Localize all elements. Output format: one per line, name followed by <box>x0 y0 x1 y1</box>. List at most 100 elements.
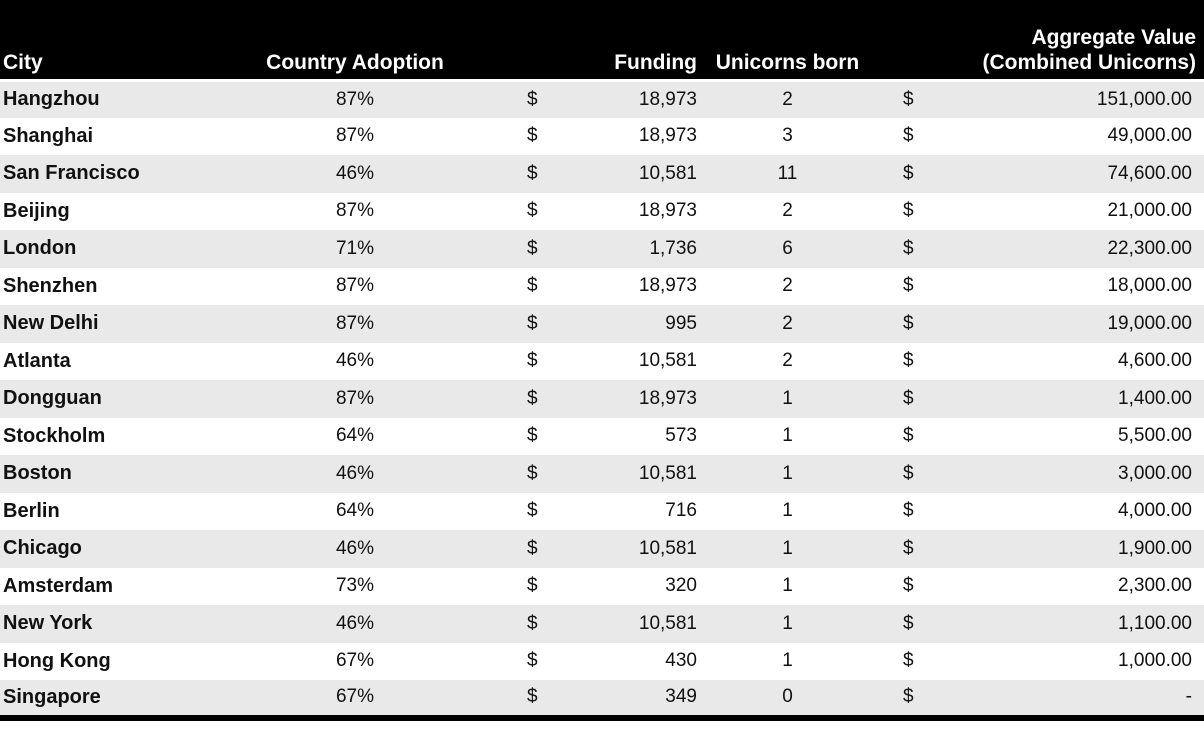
header-row: City Country Adoption Funding Unicorns b… <box>0 0 1204 82</box>
table-row: Hong Kong 67% $ 430 1 $ 1,000.00 <box>0 642 1204 680</box>
table-row: Chicago 46% $ 10,581 1 $ 1,900.00 <box>0 530 1204 568</box>
unicorns-born-cell: 3 <box>705 117 870 155</box>
table-row: Boston 46% $ 10,581 1 $ 3,000.00 <box>0 455 1204 493</box>
funding-cell: $ 18,973 <box>495 117 705 155</box>
adoption-cell: 46% <box>215 530 495 568</box>
funding-value: 573 <box>665 425 697 447</box>
city-cell: Amsterdam <box>0 567 215 605</box>
funding-value: 10,581 <box>638 350 697 372</box>
unicorn-cities-table: City Country Adoption Funding Unicorns b… <box>0 0 1204 721</box>
adoption-cell: 64% <box>215 492 495 530</box>
currency-symbol: $ <box>527 200 538 222</box>
currency-symbol: $ <box>903 500 914 522</box>
currency-symbol: $ <box>527 88 538 110</box>
unicorns-born-cell: 11 <box>705 155 870 193</box>
funding-value: 430 <box>665 650 697 672</box>
currency-symbol: $ <box>903 200 914 222</box>
funding-cell: $ 430 <box>495 642 705 680</box>
currency-symbol: $ <box>903 350 914 372</box>
adoption-cell: 87% <box>215 80 495 118</box>
aggregate-header-line1: Aggregate Value <box>1031 25 1196 49</box>
adoption-cell: 87% <box>215 192 495 230</box>
aggregate-value: 18,000.00 <box>1107 275 1192 297</box>
funding-cell: $ 10,581 <box>495 155 705 193</box>
aggregate-value-cell: $ 5,500.00 <box>870 417 1204 455</box>
funding-value: 10,581 <box>638 162 697 184</box>
unicorns-born-cell: 1 <box>705 605 870 643</box>
funding-cell: $ 10,581 <box>495 530 705 568</box>
aggregate-value-cell: $ 49,000.00 <box>870 117 1204 155</box>
currency-symbol: $ <box>527 312 538 334</box>
funding-cell: $ 10,581 <box>495 455 705 493</box>
aggregate-value: 1,400.00 <box>1118 387 1192 409</box>
funding-value: 10,581 <box>638 537 697 559</box>
city-cell: Singapore <box>0 680 215 718</box>
currency-symbol: $ <box>527 425 538 447</box>
funding-cell: $ 573 <box>495 417 705 455</box>
funding-value: 10,581 <box>638 462 697 484</box>
adoption-cell: 67% <box>215 680 495 718</box>
unicorns-born-cell: 2 <box>705 80 870 118</box>
funding-value: 320 <box>665 575 697 597</box>
table-row: Stockholm 64% $ 573 1 $ 5,500.00 <box>0 417 1204 455</box>
adoption-cell: 87% <box>215 267 495 305</box>
currency-symbol: $ <box>527 387 538 409</box>
column-header-city: City <box>0 0 215 82</box>
unicorns-born-cell: 1 <box>705 455 870 493</box>
aggregate-value-cell: $ 22,300.00 <box>870 230 1204 268</box>
column-header-funding: Funding <box>495 0 705 82</box>
city-cell: Shanghai <box>0 117 215 155</box>
currency-symbol: $ <box>903 537 914 559</box>
currency-symbol: $ <box>903 425 914 447</box>
aggregate-value: 1,100.00 <box>1118 612 1192 634</box>
currency-symbol: $ <box>527 125 538 147</box>
aggregate-value-cell: $ 4,000.00 <box>870 492 1204 530</box>
currency-symbol: $ <box>527 162 538 184</box>
funding-cell: $ 349 <box>495 680 705 718</box>
funding-value: 995 <box>665 312 697 334</box>
currency-symbol: $ <box>527 612 538 634</box>
adoption-cell: 46% <box>215 342 495 380</box>
city-cell: Atlanta <box>0 342 215 380</box>
currency-symbol: $ <box>903 612 914 634</box>
aggregate-value: 4,600.00 <box>1118 350 1192 372</box>
funding-cell: $ 18,973 <box>495 267 705 305</box>
aggregate-value-cell: $ 74,600.00 <box>870 155 1204 193</box>
table-row: Berlin 64% $ 716 1 $ 4,000.00 <box>0 492 1204 530</box>
funding-cell: $ 716 <box>495 492 705 530</box>
funding-cell: $ 10,581 <box>495 605 705 643</box>
adoption-cell: 46% <box>215 605 495 643</box>
table-row: San Francisco 46% $ 10,581 11 $ 74,600.0… <box>0 155 1204 193</box>
adoption-cell: 87% <box>215 117 495 155</box>
table-row: Hangzhou 87% $ 18,973 2 $ 151,000.00 <box>0 80 1204 118</box>
currency-symbol: $ <box>903 686 914 708</box>
table-row: Shenzhen 87% $ 18,973 2 $ 18,000.00 <box>0 267 1204 305</box>
aggregate-value-cell: $ 18,000.00 <box>870 267 1204 305</box>
aggregate-value-cell: $ 1,100.00 <box>870 605 1204 643</box>
currency-symbol: $ <box>527 537 538 559</box>
table-row: Beijing 87% $ 18,973 2 $ 21,000.00 <box>0 192 1204 230</box>
unicorns-born-cell: 1 <box>705 567 870 605</box>
table-row: Atlanta 46% $ 10,581 2 $ 4,600.00 <box>0 342 1204 380</box>
currency-symbol: $ <box>903 125 914 147</box>
city-cell: San Francisco <box>0 155 215 193</box>
currency-symbol: $ <box>527 686 538 708</box>
city-cell: Boston <box>0 455 215 493</box>
funding-value: 18,973 <box>638 88 697 110</box>
adoption-cell: 64% <box>215 417 495 455</box>
currency-symbol: $ <box>903 650 914 672</box>
currency-symbol: $ <box>527 275 538 297</box>
currency-symbol: $ <box>527 500 538 522</box>
aggregate-value-cell: $ 1,400.00 <box>870 380 1204 418</box>
funding-cell: $ 18,973 <box>495 380 705 418</box>
table-row: New York 46% $ 10,581 1 $ 1,100.00 <box>0 605 1204 643</box>
column-header-unicorns-born: Unicorns born <box>705 0 870 82</box>
aggregate-value: 19,000.00 <box>1107 312 1192 334</box>
aggregate-value: 1,000.00 <box>1118 650 1192 672</box>
aggregate-value-cell: $ 1,000.00 <box>870 642 1204 680</box>
aggregate-value: 21,000.00 <box>1107 200 1192 222</box>
aggregate-value: 2,300.00 <box>1118 575 1192 597</box>
adoption-cell: 71% <box>215 230 495 268</box>
unicorns-born-cell: 1 <box>705 380 870 418</box>
adoption-cell: 46% <box>215 155 495 193</box>
